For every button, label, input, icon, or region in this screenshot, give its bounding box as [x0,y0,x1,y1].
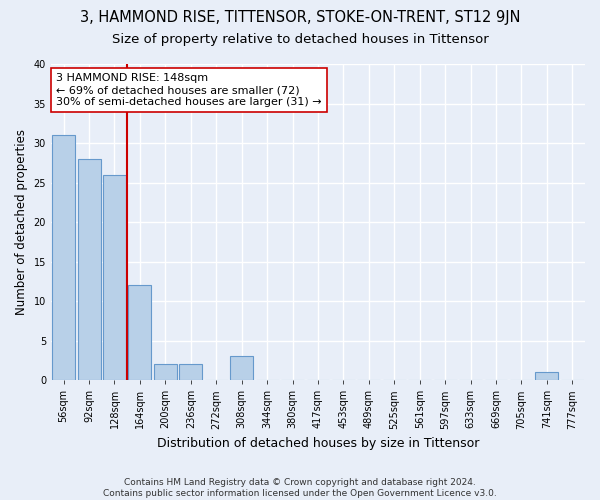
Bar [535,372,558,380]
Bar [52,135,75,380]
Y-axis label: Number of detached properties: Number of detached properties [15,129,28,315]
Bar [128,286,151,380]
Bar [230,356,253,380]
Bar [103,174,126,380]
Text: Size of property relative to detached houses in Tittensor: Size of property relative to detached ho… [112,32,488,46]
Text: 3, HAMMOND RISE, TITTENSOR, STOKE-ON-TRENT, ST12 9JN: 3, HAMMOND RISE, TITTENSOR, STOKE-ON-TRE… [80,10,520,25]
Bar [77,159,101,380]
Text: 3 HAMMOND RISE: 148sqm
← 69% of detached houses are smaller (72)
30% of semi-det: 3 HAMMOND RISE: 148sqm ← 69% of detached… [56,74,322,106]
Text: Contains HM Land Registry data © Crown copyright and database right 2024.
Contai: Contains HM Land Registry data © Crown c… [103,478,497,498]
X-axis label: Distribution of detached houses by size in Tittensor: Distribution of detached houses by size … [157,437,479,450]
Bar [179,364,202,380]
Bar [154,364,177,380]
